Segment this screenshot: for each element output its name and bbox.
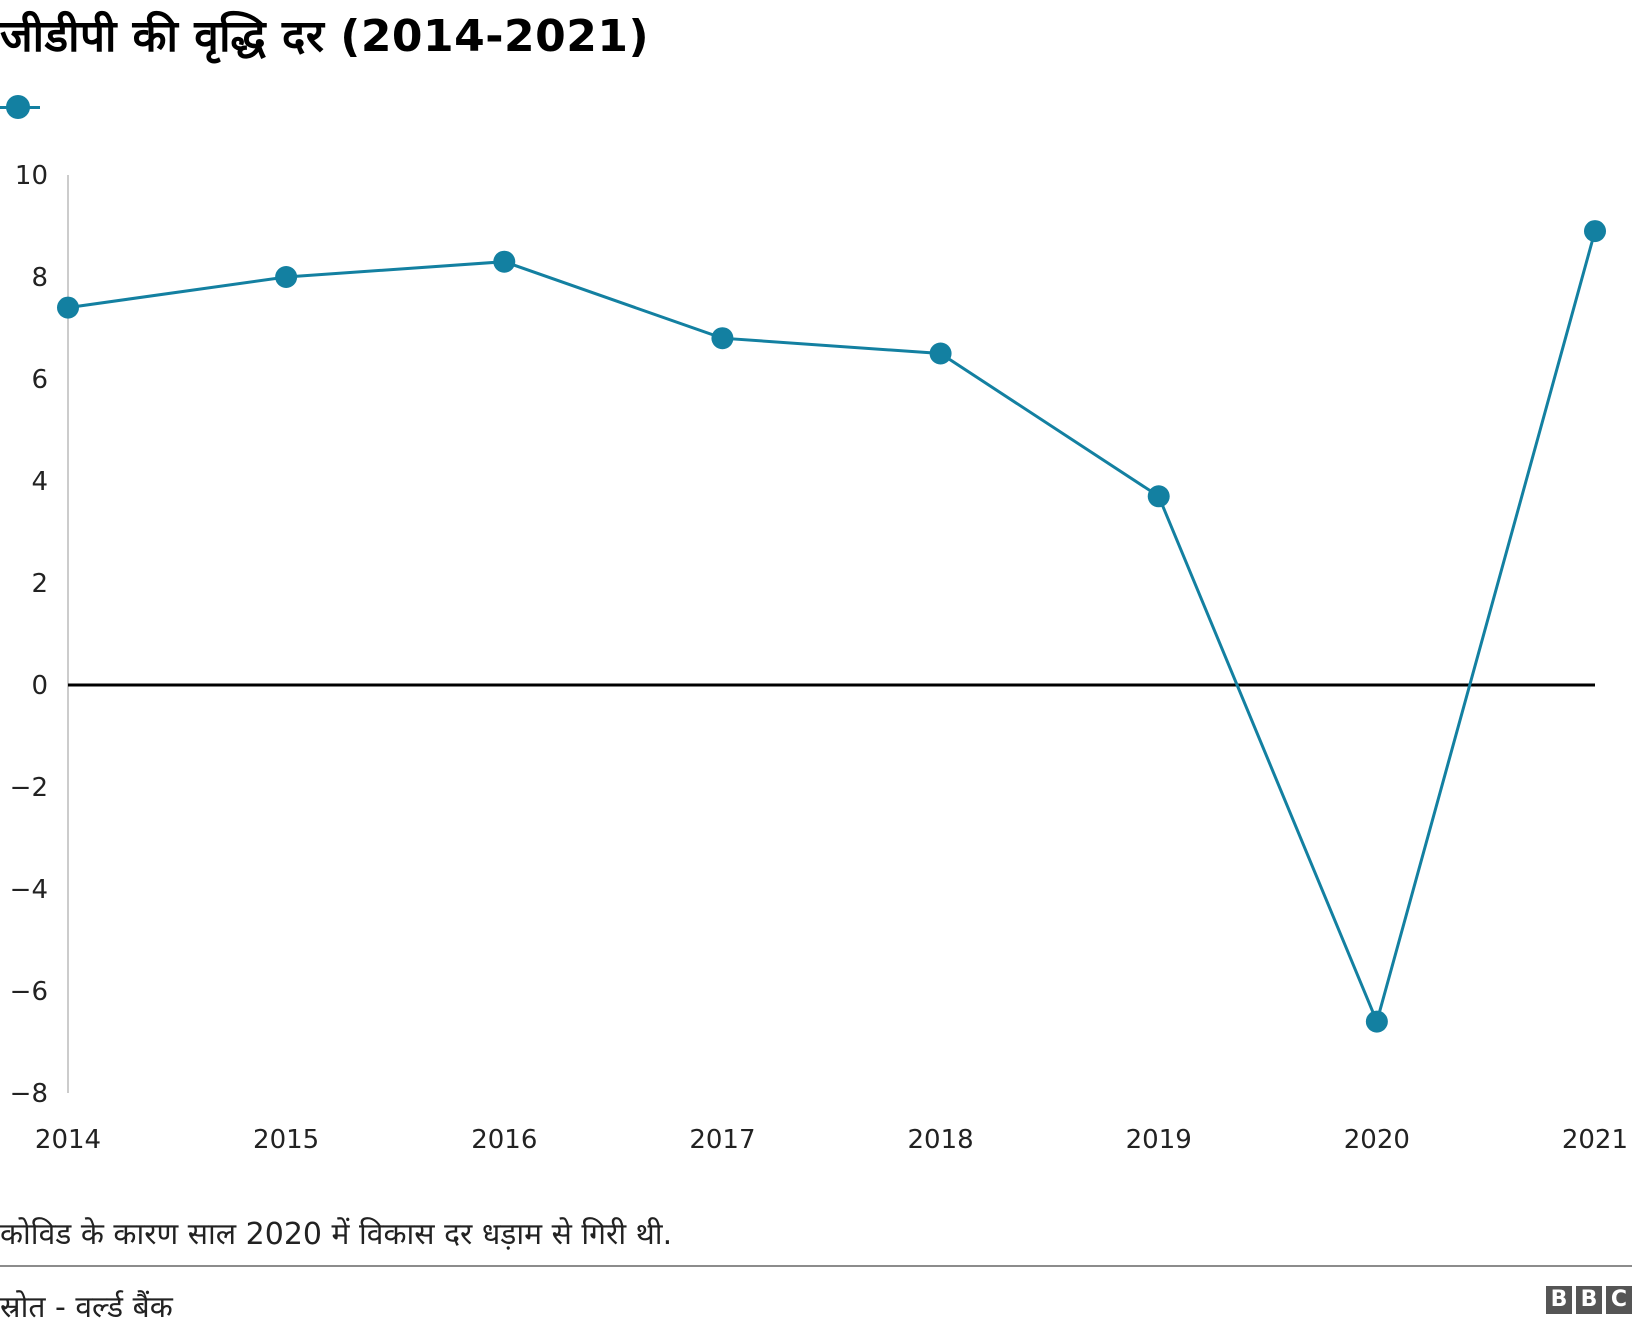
x-tick-label: 2020 xyxy=(1344,1125,1410,1150)
y-axis-ticks: 10 8 6 4 2 0 −2 −4 −6 −8 xyxy=(10,161,48,1109)
data-point xyxy=(1584,220,1606,243)
x-tick-label: 2016 xyxy=(471,1125,537,1150)
y-tick-label: 6 xyxy=(31,365,48,395)
x-tick-label: 2021 xyxy=(1562,1125,1628,1150)
bbc-logo-letter: C xyxy=(1606,1286,1632,1314)
data-point xyxy=(1147,485,1170,508)
y-tick-label: −8 xyxy=(10,1079,48,1109)
x-axis-ticks: 2014 2015 2016 2017 2018 2019 2020 2021 xyxy=(35,1125,1628,1150)
y-tick-label: 8 xyxy=(31,263,48,293)
x-tick-label: 2017 xyxy=(689,1125,755,1150)
data-point xyxy=(57,296,79,319)
data-point xyxy=(493,250,516,273)
legend-dot xyxy=(6,95,30,119)
source-text: स्रोत - वर्ल्ड बैंक xyxy=(0,1290,173,1325)
bbc-logo-letter: B xyxy=(1546,1286,1572,1314)
legend-marker xyxy=(0,92,44,122)
x-tick-label: 2015 xyxy=(253,1125,319,1150)
x-tick-label: 2018 xyxy=(907,1125,973,1150)
footer-divider xyxy=(0,1265,1632,1267)
x-tick-label: 2019 xyxy=(1126,1125,1192,1150)
y-tick-label: 2 xyxy=(31,569,48,599)
data-point xyxy=(275,266,298,288)
chart-title: जीडीपी की वृद्धि दर (2014-2021) xyxy=(0,11,650,62)
bbc-logo: B B C xyxy=(1546,1286,1632,1314)
y-tick-label: 0 xyxy=(31,671,48,701)
y-tick-label: −4 xyxy=(10,875,48,905)
chart-note: कोविड के कारण साल 2020 में विकास दर धड़ा… xyxy=(0,1217,673,1252)
y-tick-label: −2 xyxy=(10,773,48,803)
series-line xyxy=(67,230,1597,1027)
line-chart: 10 8 6 4 2 0 −2 −4 −6 −8 2014 2015 2016 2017 2018 2019… xyxy=(10,161,1628,1150)
y-tick-label: −6 xyxy=(10,977,48,1007)
series-points xyxy=(57,220,1606,1033)
y-tick-label: 10 xyxy=(15,161,48,191)
data-point xyxy=(711,327,734,350)
data-point xyxy=(929,342,952,365)
data-point xyxy=(1365,1010,1388,1033)
bbc-logo-letter: B xyxy=(1576,1286,1602,1314)
y-tick-label: 4 xyxy=(31,467,48,497)
x-tick-label: 2014 xyxy=(35,1125,101,1150)
